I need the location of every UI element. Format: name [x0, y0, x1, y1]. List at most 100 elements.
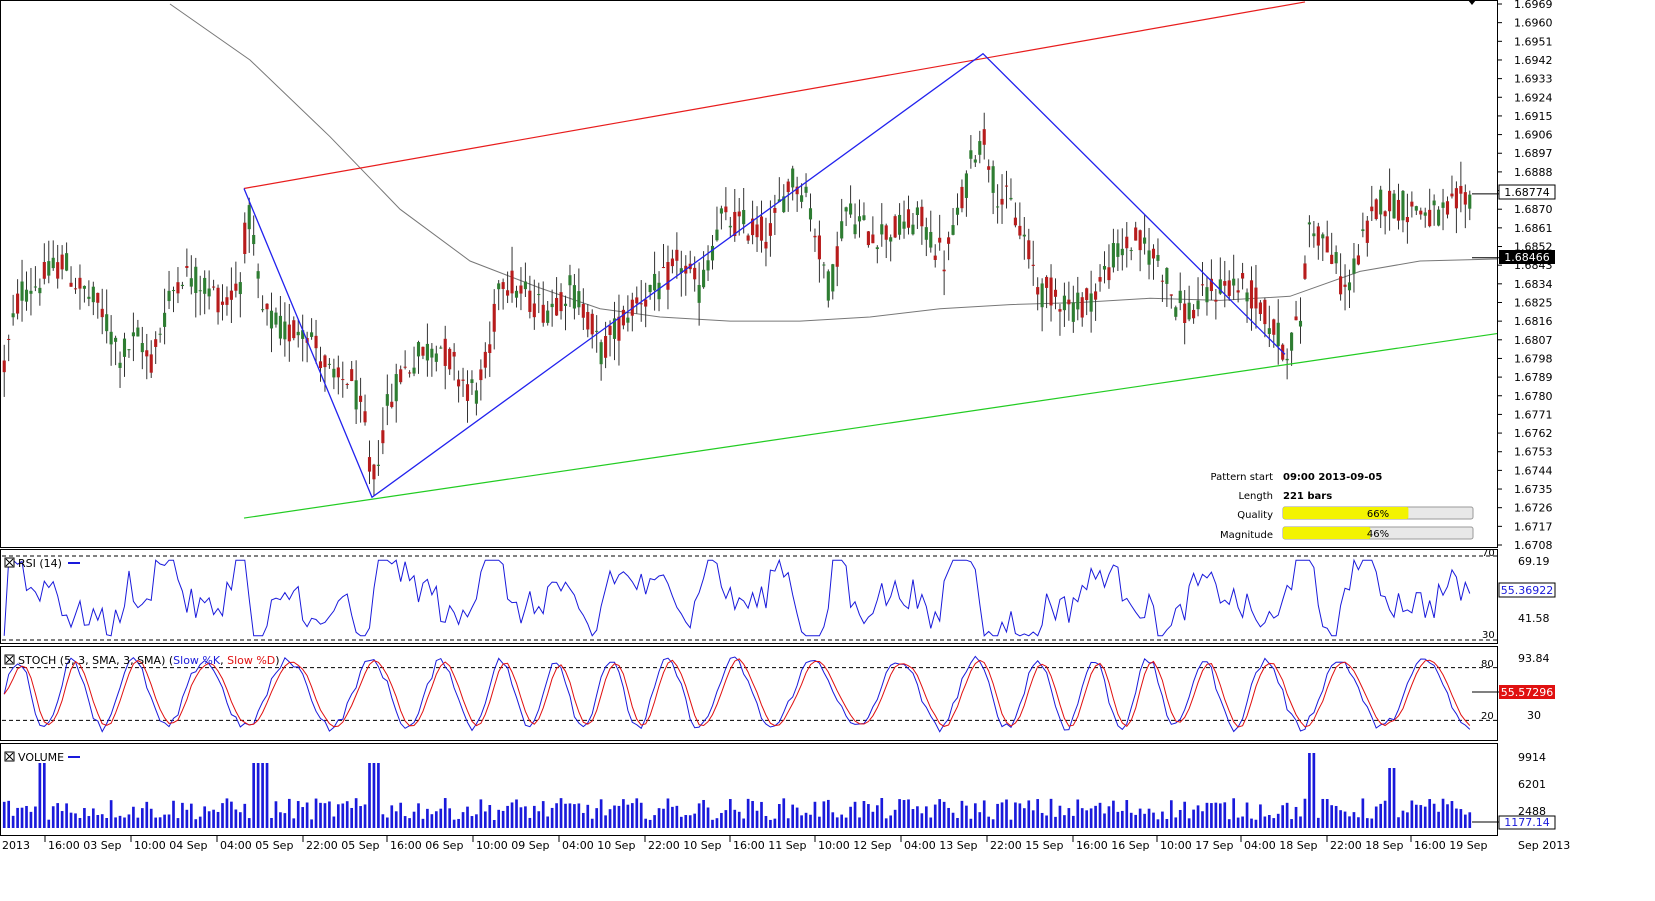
candle-body: [835, 246, 839, 267]
volume-bar: [1468, 812, 1472, 828]
candle-body: [528, 290, 532, 312]
volume-bar: [1334, 805, 1338, 828]
volume-bar: [390, 805, 394, 828]
x-tick-label: 10:00 09 Sep: [476, 839, 549, 852]
candle: [746, 233, 750, 244]
chevron-down-icon[interactable]: [1468, 0, 1476, 5]
candle-body: [719, 208, 723, 214]
candle: [261, 295, 265, 313]
volume-bar: [381, 814, 385, 828]
candle-body: [960, 186, 964, 209]
candle: [514, 285, 519, 308]
candle-body: [902, 221, 906, 229]
candle-body: [457, 379, 461, 387]
candle-body: [555, 297, 559, 316]
candle: [1067, 281, 1071, 321]
candle: [122, 332, 127, 377]
volume-bar: [564, 803, 567, 828]
candle-body: [38, 287, 42, 294]
volume-bar: [599, 799, 603, 828]
rsi-current-box: [1498, 582, 1556, 598]
candle-body: [24, 289, 29, 302]
candle: [804, 173, 808, 198]
volume-bar: [87, 816, 91, 828]
candle: [568, 264, 572, 308]
candle: [929, 210, 933, 253]
candle: [528, 275, 532, 319]
volume-bar: [167, 814, 171, 828]
volume-bar: [1161, 811, 1164, 828]
candle-body: [318, 361, 323, 369]
candle-body: [1196, 300, 1200, 310]
candle: [470, 370, 474, 395]
candle: [875, 245, 879, 264]
current-price-label: 1.68774: [1504, 186, 1550, 199]
volume-bar: [653, 815, 656, 828]
candle: [38, 278, 42, 306]
candle-body: [1018, 225, 1022, 236]
volume-bar: [1303, 798, 1307, 828]
candle-body: [1258, 302, 1262, 315]
candle-body: [1445, 201, 1450, 215]
candle-body: [114, 337, 118, 342]
volume-bar: [1196, 805, 1200, 828]
candle-body: [7, 338, 11, 340]
candle-body: [20, 281, 24, 301]
volume-bar: [506, 805, 509, 828]
candle: [1307, 215, 1311, 248]
candle-body: [563, 303, 568, 306]
candle: [800, 183, 804, 209]
candle: [1134, 221, 1138, 241]
candle: [154, 331, 158, 364]
y-tick-label: 1.6789: [1514, 371, 1553, 384]
candle-body: [590, 313, 594, 335]
volume-bar: [345, 801, 349, 828]
candle-body: [1361, 229, 1365, 232]
volume-bar: [296, 801, 300, 828]
volume-bar: [688, 815, 692, 828]
candle-body: [1428, 209, 1432, 227]
candle: [1236, 278, 1240, 303]
candle: [65, 242, 69, 272]
candle: [1383, 210, 1387, 235]
pattern-start-value: 09:00 2013-09-05: [1283, 472, 1382, 483]
candle-body: [376, 464, 380, 466]
candle-body: [461, 379, 465, 381]
volume-bar: [586, 804, 590, 828]
volume-bar: [7, 800, 11, 828]
candle: [684, 255, 688, 296]
candle: [185, 248, 189, 277]
volume-bar: [136, 817, 140, 828]
candle-body: [323, 355, 327, 368]
stoch-comma: ,: [220, 654, 227, 667]
candle: [996, 184, 1000, 224]
moving-average-line: [169, 3, 1498, 322]
volume-bar: [996, 803, 999, 828]
candle: [955, 193, 960, 226]
y-tick-label: 1.6834: [1514, 278, 1553, 291]
x-tick-label: 16:00 03 Sep: [48, 839, 121, 852]
volume-bar: [430, 814, 434, 828]
volume-bar: [310, 819, 313, 828]
candle-body: [572, 285, 576, 309]
candle: [265, 303, 269, 326]
candle: [653, 251, 657, 311]
candle: [1049, 264, 1053, 322]
candle-body: [247, 205, 251, 230]
candle: [973, 155, 977, 167]
candle: [1053, 278, 1058, 310]
candle-body: [154, 339, 158, 347]
candle: [1334, 245, 1338, 274]
candle: [7, 334, 11, 362]
volume-bar: [746, 798, 750, 828]
candle: [247, 197, 251, 253]
volume-bar: [795, 807, 799, 828]
volume-bar: [1352, 812, 1356, 828]
candle: [768, 200, 772, 257]
volume-bar: [154, 817, 158, 828]
candle-body: [866, 231, 870, 246]
y-tick-label: 1.6825: [1514, 296, 1553, 309]
pattern-start-label: Pattern start: [1211, 472, 1274, 483]
candle-body: [661, 267, 666, 269]
stoch-chart: [2, 655, 1499, 733]
